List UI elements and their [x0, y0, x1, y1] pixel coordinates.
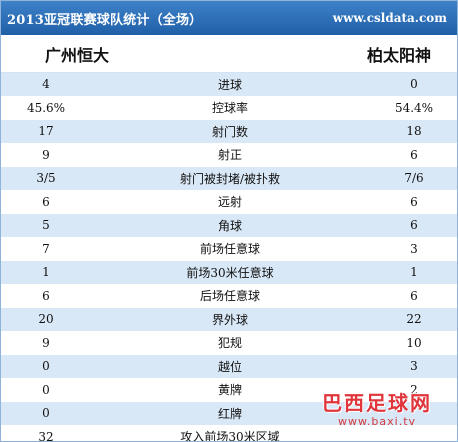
away-value: 0: [369, 73, 457, 97]
home-value: 3/5: [1, 166, 91, 191]
away-value: 3: [369, 237, 457, 261]
home-value: 0: [1, 401, 91, 426]
stat-label: 攻入前场30米区域: [91, 425, 369, 441]
stat-label: 后场任意球: [91, 284, 369, 308]
away-value: 3: [369, 354, 457, 379]
stat-label: 黄牌: [91, 378, 369, 402]
away-value: [369, 401, 457, 426]
away-value: 18: [369, 119, 457, 144]
stat-row: 0 越位 3: [1, 354, 457, 379]
stat-label: 角球: [91, 213, 369, 238]
away-team-name: 柏太阳神: [366, 45, 431, 65]
away-value: 10: [369, 331, 457, 355]
home-value: 6: [1, 190, 91, 214]
home-value: 6: [1, 284, 91, 308]
away-value: 6: [369, 143, 457, 167]
away-value: 6: [369, 213, 457, 238]
home-value: 1: [1, 260, 91, 285]
stat-row: 1 前场30米任意球 1: [1, 260, 457, 285]
away-value: 6: [369, 284, 457, 308]
stat-label: 进球: [91, 73, 369, 97]
away-value: [369, 425, 457, 441]
home-value: 9: [1, 143, 91, 167]
stat-label: 界外球: [91, 307, 369, 332]
home-team-name: 广州恒大: [45, 45, 110, 65]
home-value: 32: [1, 425, 91, 441]
stat-row: 0 红牌: [1, 401, 457, 426]
away-value: 22: [369, 307, 457, 332]
stat-row: 17 射门数 18: [1, 119, 457, 144]
home-value: 5: [1, 213, 91, 238]
stat-row: 4 进球 0: [1, 73, 457, 97]
stat-label: 犯规: [91, 331, 369, 355]
stats-table-body: 4 进球 0 45.6% 控球率 54.4% 17 射门数 18 9 射正 6 3/5 射门被封堵/被扑救…: [1, 73, 457, 441]
away-value: 1: [369, 260, 457, 285]
stat-label: 越位: [91, 354, 369, 379]
stat-row: 9 射正 6: [1, 143, 457, 167]
stat-label: 控球率: [91, 96, 369, 120]
site-url: www.csldata.com: [332, 11, 447, 25]
stat-row: 6 远射 6: [1, 190, 457, 214]
stat-row: 9 犯规 10: [1, 331, 457, 355]
stat-row: 6 后场任意球 6: [1, 284, 457, 308]
away-value: 7/6: [369, 166, 457, 191]
stat-row: 20 界外球 22: [1, 307, 457, 332]
stat-row: 5 角球 6: [1, 213, 457, 238]
home-value: 17: [1, 119, 91, 144]
stat-label: 射门数: [91, 119, 369, 144]
home-value: 0: [1, 354, 91, 379]
home-value: 7: [1, 237, 91, 261]
stat-label: 射门被封堵/被扑救: [91, 166, 369, 191]
stat-label: 远射: [91, 190, 369, 214]
away-value: 2: [369, 378, 457, 402]
stat-label: 前场任意球: [91, 237, 369, 261]
stat-label: 射正: [91, 143, 369, 167]
home-value: 9: [1, 331, 91, 355]
away-value: 54.4%: [369, 96, 457, 120]
stat-row: 45.6% 控球率 54.4%: [1, 96, 457, 120]
home-value: 4: [1, 73, 91, 97]
home-value: 0: [1, 378, 91, 402]
home-value: 45.6%: [1, 96, 91, 120]
stats-table: 4 进球 0 45.6% 控球率 54.4% 17 射门数 18 9 射正 6 3/5 射门被封堵/被扑救…: [1, 73, 457, 441]
page-title: 2013亚冠联赛球队统计（全场）: [7, 12, 203, 28]
stat-label: 前场30米任意球: [91, 260, 369, 285]
stat-row: 7 前场任意球 3: [1, 237, 457, 261]
team-names-row: 广州恒大 柏太阳神: [1, 35, 457, 73]
stat-row: 3/5 射门被封堵/被扑救 7/6: [1, 166, 457, 191]
home-value: 20: [1, 307, 91, 332]
header-bar: 2013亚冠联赛球队统计（全场） www.csldata.com: [1, 1, 457, 35]
stat-label: 红牌: [91, 401, 369, 426]
stat-row: 32 攻入前场30米区域: [1, 425, 457, 441]
away-value: 6: [369, 190, 457, 214]
stat-row: 0 黄牌 2: [1, 378, 457, 402]
